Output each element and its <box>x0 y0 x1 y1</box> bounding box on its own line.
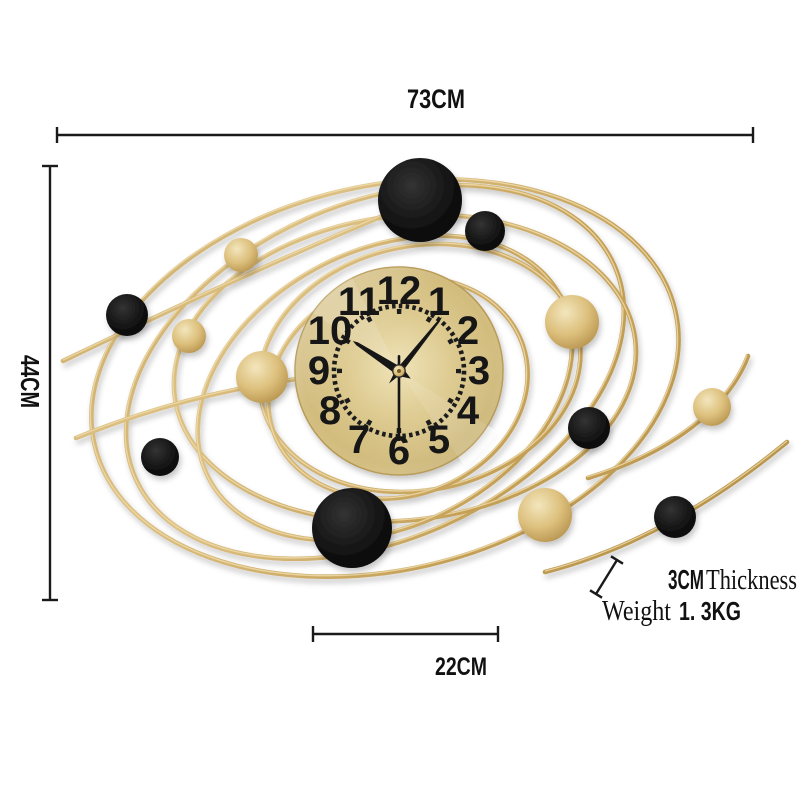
black-disc <box>106 294 148 336</box>
sculpture: 12 1 2 3 4 5 6 7 8 9 10 11 <box>60 158 790 580</box>
width-label: 73CM <box>407 84 465 114</box>
numeral-9: 9 <box>308 349 330 393</box>
clock-dial-sheen <box>399 371 498 468</box>
numeral-1: 1 <box>428 280 450 324</box>
black-disc <box>378 158 462 242</box>
numeral-7: 7 <box>348 418 370 462</box>
gold-disc <box>693 388 731 426</box>
clock-dial-sheen <box>300 270 399 371</box>
numeral-3: 3 <box>468 349 490 393</box>
height-label: 44CM <box>15 355 45 408</box>
black-disc <box>654 496 696 538</box>
clock-width-label: 22CM <box>435 653 487 681</box>
thickness-label: Thickness <box>706 565 797 596</box>
gold-ring <box>123 182 627 562</box>
thickness-dimension: 3CM Thickness <box>589 555 797 599</box>
numeral-6: 6 <box>388 429 410 473</box>
clock-numerals: 12 1 2 3 4 5 6 7 8 9 10 11 <box>308 269 490 473</box>
thickness-dimension-cap <box>589 589 603 599</box>
weight-annotation: Weight 1. 3KG <box>602 596 741 627</box>
numeral-11: 11 <box>338 280 380 324</box>
gold-disc <box>545 295 599 349</box>
gold-disc <box>236 351 288 403</box>
gold-rod <box>585 353 751 481</box>
thickness-value: 3CM <box>668 564 704 595</box>
numeral-8: 8 <box>319 389 341 433</box>
center-cap-dot <box>397 369 401 373</box>
black-disc <box>312 488 392 568</box>
thickness-dimension-line <box>594 559 619 595</box>
gold-ring <box>89 176 681 580</box>
numeral-2: 2 <box>457 309 479 353</box>
numeral-12: 12 <box>377 269 422 313</box>
minute-track <box>331 303 467 439</box>
width-dimension: 73CM <box>55 84 755 143</box>
thickness-dimension-cap <box>610 555 624 565</box>
clock-width-dimension: 22CM <box>311 626 500 681</box>
decorative-discs <box>106 158 731 568</box>
gold-disc <box>518 488 572 542</box>
weight-label: Weight <box>602 596 671 627</box>
gold-disc <box>172 319 206 353</box>
black-disc <box>141 438 179 476</box>
numeral-10: 10 <box>308 309 353 353</box>
numeral-4: 4 <box>457 389 480 433</box>
clock-hands <box>352 317 442 441</box>
black-disc <box>465 211 505 251</box>
gold-disc <box>224 238 258 272</box>
height-dimension: 44CM <box>15 164 58 602</box>
clock-face: 12 1 2 3 4 5 6 7 8 9 10 11 <box>294 266 504 476</box>
numeral-5: 5 <box>428 418 450 462</box>
black-disc <box>568 407 610 449</box>
dimension-annotations: 73CM 44CM 22CM 3CM Thickness Weight <box>15 84 797 681</box>
weight-value: 1. 3KG <box>679 596 741 626</box>
